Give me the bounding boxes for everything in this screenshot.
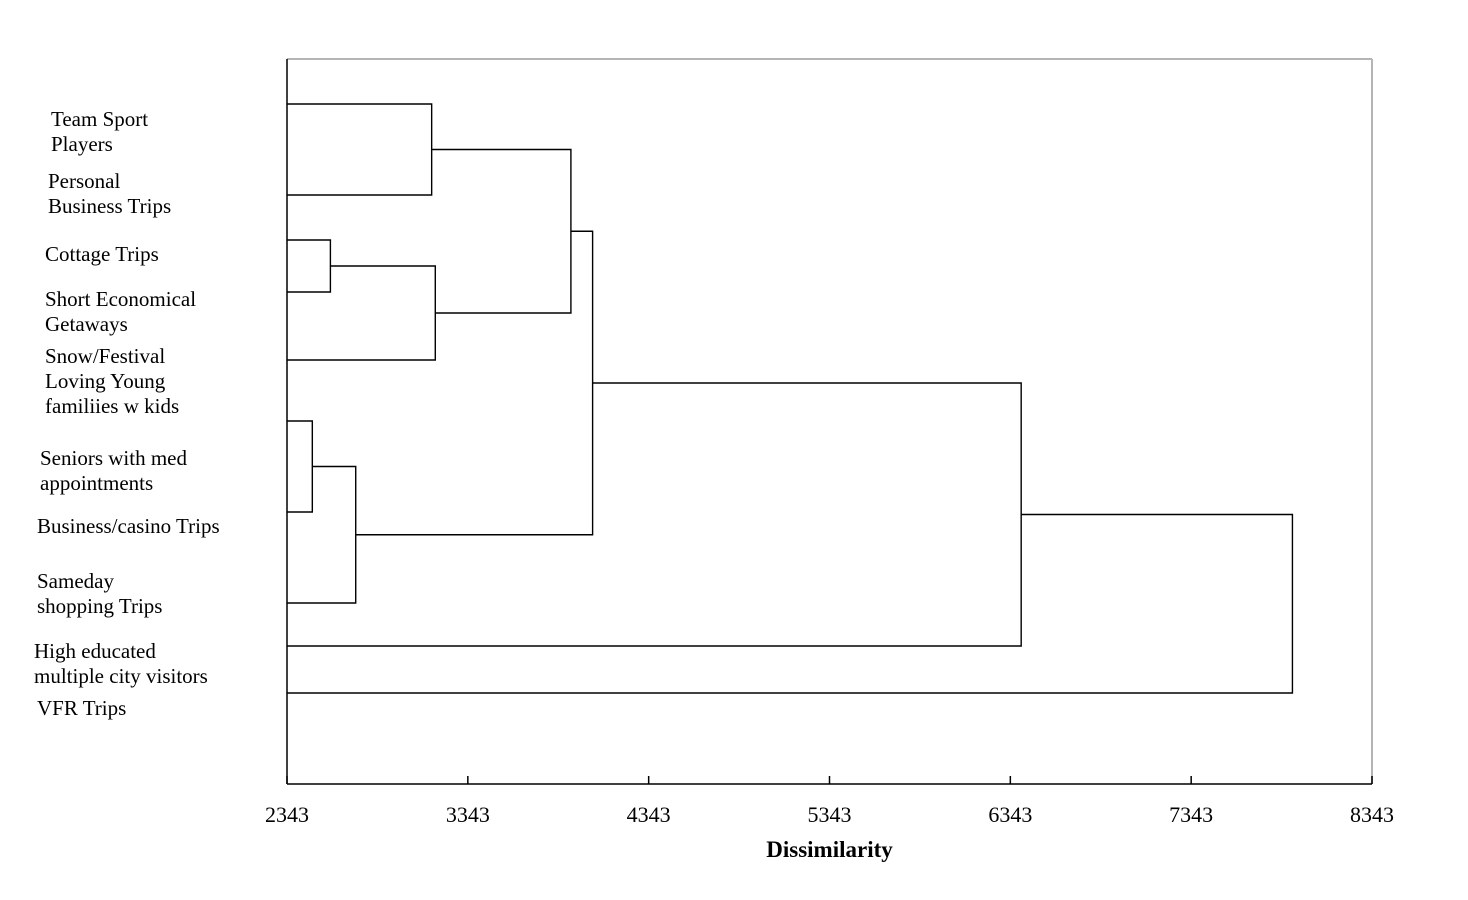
x-tick-label-0: 2343	[265, 802, 309, 827]
leaf-label-sameday-shopping-trips: Sameday shopping Trips	[37, 569, 162, 619]
merge-m5	[287, 420, 314, 513]
merge-m3	[287, 265, 436, 361]
merge-m9	[287, 513, 1294, 694]
leaf-label-line: appointments	[40, 471, 154, 495]
leaf-label-line: Short Economical	[45, 287, 197, 311]
x-tick-label-1: 3343	[446, 802, 490, 827]
leaf-label-line: Loving Young	[45, 369, 166, 393]
leaf-label-line: High educated	[34, 639, 156, 663]
leaf-label-line: Players	[51, 132, 113, 156]
merge-m4	[431, 148, 572, 314]
leaf-label-line: Getaways	[45, 312, 128, 336]
leaf-label-line: Team Sport	[51, 107, 149, 131]
leaf-label-team-sport-players: Team Sport Players	[51, 107, 148, 157]
merge-m7	[355, 230, 594, 536]
x-tick-label-4: 6343	[988, 802, 1032, 827]
leaf-label-line: Personal	[48, 169, 121, 193]
x-tick-label-6: 8343	[1350, 802, 1394, 827]
x-axis-title: Dissimilarity	[766, 837, 893, 862]
leaf-label-business-casino-trips: Business/casino Trips	[37, 514, 220, 539]
leaf-label-snow-festival-loving-young-families: Snow/Festival Loving Young familiies w kid…	[45, 344, 179, 419]
leaf-label-seniors-with-med-appointments: Seniors with med appointments	[40, 446, 187, 496]
leaf-label-line: multiple city visitors	[34, 664, 208, 688]
leaf-label-line: Cottage Trips	[45, 242, 159, 266]
leaf-label-line: Business Trips	[48, 194, 172, 218]
leaf-label-high-educated-multiple-city-visitors: High educated multiple city visitors	[34, 639, 208, 689]
merge-m6	[287, 465, 357, 604]
merge-m2	[287, 239, 332, 293]
leaf-label-personal-business-trips: Personal Business Trips	[48, 169, 171, 219]
leaf-label-line: VFR Trips	[37, 696, 127, 720]
x-tick-label-2: 4343	[627, 802, 671, 827]
leaf-label-line: Sameday	[37, 569, 114, 593]
leaf-label-line: Business/casino Trips	[37, 514, 220, 538]
merge-m8	[287, 382, 1022, 647]
x-tick-label-3: 5343	[808, 802, 852, 827]
leaf-label-line: familiies w kids	[45, 394, 180, 418]
merge-m1	[287, 103, 433, 196]
leaf-label-line: Snow/Festival	[45, 344, 166, 368]
leaf-label-line: shopping Trips	[37, 594, 163, 618]
leaf-label-short-economical-getaways: Short Economical Getaways	[45, 287, 196, 337]
x-tick-label-5: 7343	[1169, 802, 1213, 827]
leaf-label-cottage-trips: Cottage Trips	[45, 242, 159, 267]
leaf-label-vfr-trips: VFR Trips	[37, 696, 126, 721]
leaf-label-line: Seniors with med	[40, 446, 187, 470]
